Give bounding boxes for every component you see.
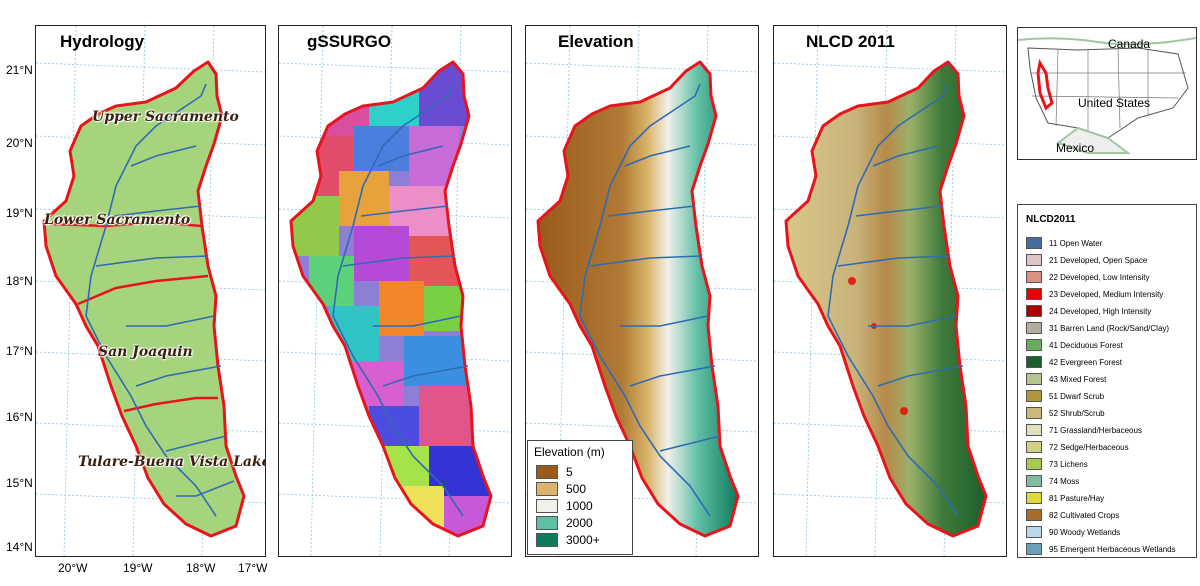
lat-tick: 15°N [6,476,33,490]
panel-title-elevation: Elevation [558,32,634,51]
lat-tick: 18°N [6,274,33,288]
legend-swatch [1026,237,1042,249]
legend-swatch [1026,390,1042,402]
subregion-upper-sacramento: Upper Sacramento [92,109,239,125]
lon-tick: 17°W [238,561,268,575]
elevation-legend-item: 500 [536,482,586,496]
inset-label-united-states: United States [1078,96,1151,110]
legend-swatch [1026,441,1042,453]
lon-tick: 19°W [123,561,153,575]
legend-swatch [536,533,558,547]
lat-tick: 21°N [6,63,33,77]
lon-tick: 20°W [58,561,88,575]
legend-swatch [1026,254,1042,266]
gssurgo-map [279,26,511,556]
nlcd-legend-item: 24 Developed, High Intensity [1026,305,1151,317]
legend-swatch [1026,407,1042,419]
legend-swatch [1026,458,1042,470]
hydrology-map [36,26,265,556]
nlcd-legend-item: 22 Developed, Low Intensity [1026,271,1150,283]
inset-locator-map: Canada United States Mexico [1017,27,1197,160]
nlcd-legend-item: 72 Sedge/Herbaceous [1026,441,1129,453]
legend-swatch [536,499,558,513]
legend-swatch [1026,339,1042,351]
nlcd-legend-item: 23 Developed, Medium Intensity [1026,288,1163,300]
panel-title-hydrology: Hydrology [60,32,145,51]
nlcd-legend-item: 43 Mixed Forest [1026,373,1106,385]
nlcd-legend-item: 90 Woody Wetlands [1026,526,1120,538]
legend-swatch [1026,271,1042,283]
inset-label-mexico: Mexico [1056,141,1095,155]
elevation-legend-title: Elevation (m) [534,445,605,459]
hydrology-panel: Hydrology Upper Sacramento Lower Sacrame… [35,25,266,557]
elevation-legend-item: 5 [536,465,573,479]
nlcd-legend-item: 41 Deciduous Forest [1026,339,1123,351]
legend-swatch [1026,526,1042,538]
lat-tick: 17°N [6,344,33,358]
nlcd-map [774,26,1006,556]
nlcd-legend-item: 11 Open Water [1026,237,1102,249]
elevation-legend: Elevation (m) 5 500 1000 2000 3000+ [527,440,633,555]
nlcd-legend-item: 52 Shrub/Scrub [1026,407,1105,419]
nlcd-legend-item: 82 Cultivated Crops [1026,509,1119,521]
subregion-tulare-buena-vista-lake: Tulare-Buena Vista Lake [78,454,266,470]
lat-tick: 20°N [6,136,33,150]
elevation-legend-item: 3000+ [536,533,600,547]
lon-tick: 18°W [186,561,216,575]
nlcd-legend-item: 74 Moss [1026,475,1079,487]
legend-swatch [536,516,558,530]
panel-title-gssurgo: gSSURGO [307,32,392,51]
legend-swatch [536,465,558,479]
legend-swatch [1026,509,1042,521]
nlcd-legend-title: NLCD2011 [1026,214,1076,225]
elevation-legend-item: 1000 [536,499,593,513]
legend-swatch [1026,475,1042,487]
lat-tick: 19°N [6,206,33,220]
lat-tick: 16°N [6,410,33,424]
nlcd-legend-item: 31 Barren Land (Rock/Sand/Clay) [1026,322,1169,334]
legend-swatch [536,482,558,496]
nlcd-legend-item: 42 Evergreen Forest [1026,356,1122,368]
nlcd-panel: NLCD 2011 [773,25,1007,557]
legend-swatch [1026,543,1042,555]
lat-tick: 14°N [6,540,33,554]
legend-swatch [1026,288,1042,300]
nlcd-legend-item: 81 Pasture/Hay [1026,492,1104,504]
legend-swatch [1026,492,1042,504]
nlcd-legend-item: 71 Grassland/Herbaceous [1026,424,1142,436]
nlcd-legend-item: 21 Developed, Open Space [1026,254,1147,266]
legend-swatch [1026,305,1042,317]
elevation-legend-item: 2000 [536,516,593,530]
nlcd-legend-item: 73 Lichens [1026,458,1088,470]
elevation-panel: Elevation [525,25,759,557]
elevation-map [526,26,758,556]
nlcd-legend-item: 95 Emergent Herbaceous Wetlands [1026,543,1176,555]
legend-swatch [1026,373,1042,385]
gssurgo-panel: gSSURGO [278,25,512,557]
subregion-san-joaquin: San Joaquin [98,344,193,360]
inset-label-canada: Canada [1108,37,1151,51]
legend-swatch [1026,424,1042,436]
inset-map-graphic [1018,37,1196,154]
nlcd-legend: NLCD2011 11 Open Water 21 Developed, Ope… [1017,204,1197,558]
panel-title-nlcd: NLCD 2011 [806,32,895,51]
legend-swatch [1026,356,1042,368]
nlcd-legend-item: 51 Dwarf Scrub [1026,390,1104,402]
subregion-lower-sacramento: Lower Sacramento [44,212,191,228]
legend-swatch [1026,322,1042,334]
